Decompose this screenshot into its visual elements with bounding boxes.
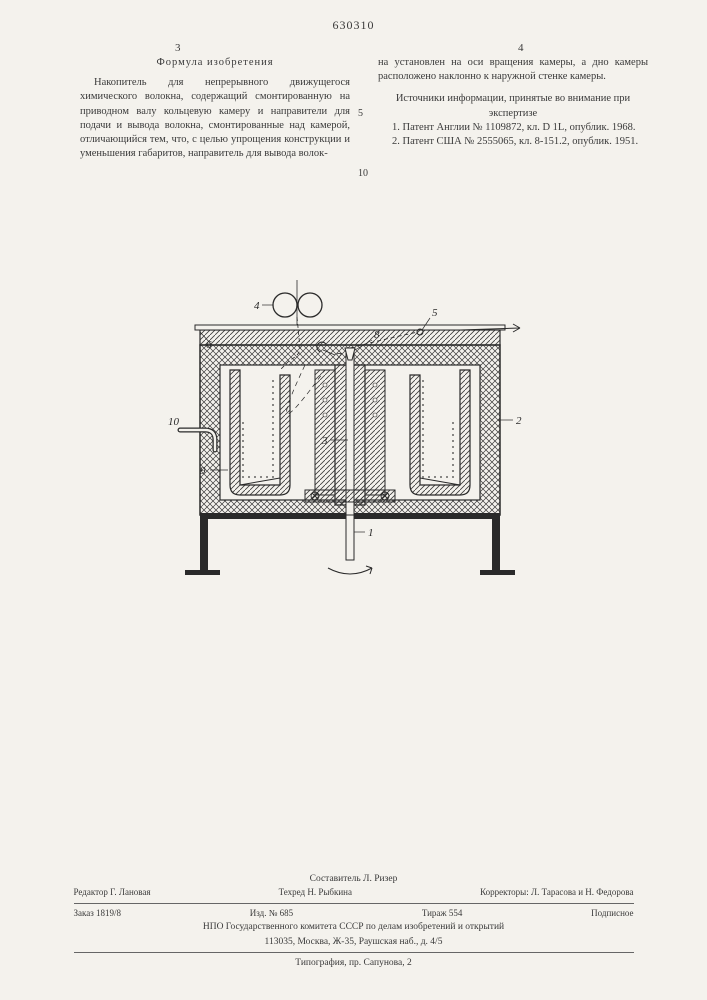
col-num-left: 3 <box>175 42 181 54</box>
source-1: 1. Патент Англии № 1109872, кл. D 1L, оп… <box>378 121 648 135</box>
claim-text-left: Накопитель для непрерывного движущегося … <box>80 76 350 161</box>
fig-label-5: 5 <box>432 307 438 319</box>
footer-techred: Техред Н. Рыбкина <box>279 886 352 900</box>
footer-corrector: Корректоры: Л. Тарасова и Н. Федорова <box>480 886 633 900</box>
fig-label-7: 7 <box>336 351 342 363</box>
fig-label-2: 2 <box>516 415 522 427</box>
footer-compiler: Составитель Л. Ризер <box>0 872 707 886</box>
footer-tirazh: Тираж 554 <box>422 907 463 921</box>
fig-label-4: 4 <box>254 300 260 312</box>
left-column: Формула изобретения Накопитель для непре… <box>80 56 350 161</box>
footer-podpis: Подписное <box>591 907 633 921</box>
right-column: на установлен на оси вращения камеры, а … <box>378 56 648 149</box>
footer-addr: 113035, Москва, Ж-35, Раушская наб., д. … <box>0 935 707 949</box>
footer-org: НПО Государственного комитета СССР по де… <box>0 920 707 934</box>
fig-label-1: 1 <box>368 527 374 539</box>
claim-text-right: на установлен на оси вращения камеры, а … <box>378 56 648 84</box>
figure: 4 5 6 7 8 2 3 9 10 1 <box>150 270 550 610</box>
footer-editor: Редактор Г. Лановая <box>74 886 151 900</box>
line-marker-10: 10 <box>358 168 368 179</box>
fig-label-3: 3 <box>321 435 328 447</box>
footer: Составитель Л. Ризер Редактор Г. Лановая… <box>0 872 707 970</box>
fig-label-8: 8 <box>374 329 380 341</box>
fig-label-6: 6 <box>206 339 212 351</box>
fig-label-9: 9 <box>200 465 206 477</box>
doc-number: 630310 <box>333 18 375 33</box>
source-2: 2. Патент США № 2555065, кл. 8-151.2, оп… <box>378 135 648 149</box>
fig-label-10: 10 <box>168 416 180 428</box>
footer-izd: Изд. № 685 <box>250 907 293 921</box>
col-num-right: 4 <box>518 42 524 54</box>
sources-title: Источники информации, принятые во вниман… <box>378 92 648 120</box>
footer-typo: Типография, пр. Сапунова, 2 <box>0 956 707 970</box>
line-marker-5: 5 <box>358 108 363 119</box>
formula-title: Формула изобретения <box>80 56 350 70</box>
footer-zakaz: Заказ 1819/8 <box>74 907 122 921</box>
